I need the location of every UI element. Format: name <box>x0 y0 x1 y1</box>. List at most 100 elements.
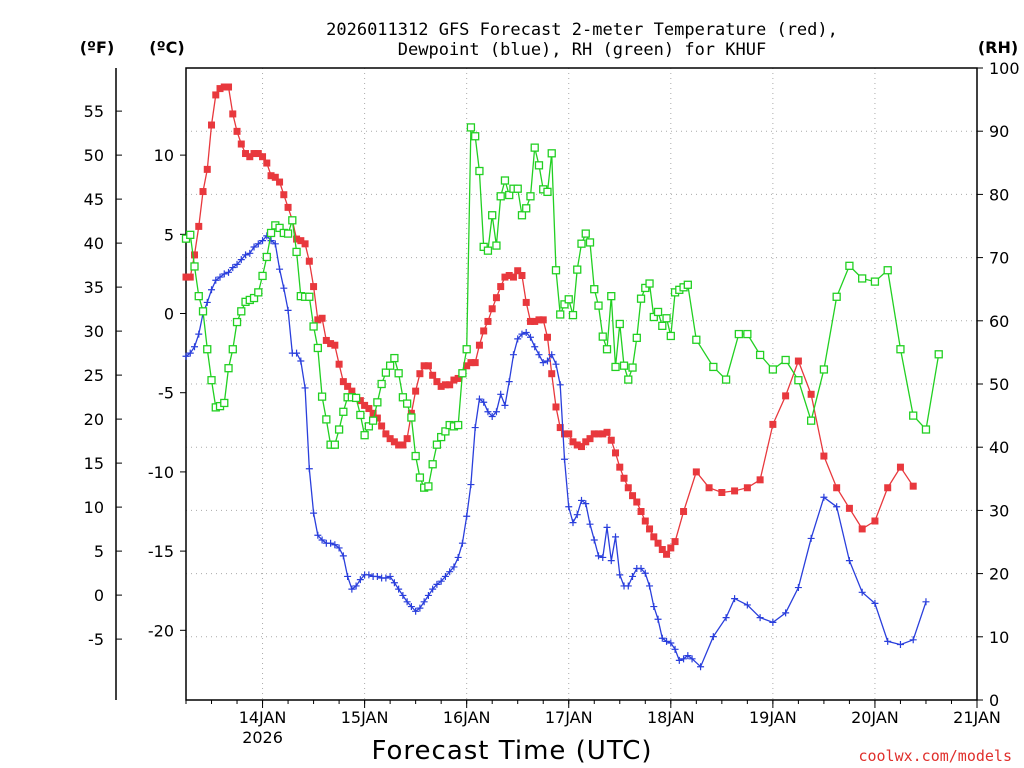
temperature-point <box>463 362 471 370</box>
dewpoint-point <box>250 243 258 251</box>
temperature-point <box>743 484 751 492</box>
temperature-point <box>769 420 777 428</box>
x-tick-label: 15JAN <box>341 708 389 727</box>
rh-point <box>581 229 590 238</box>
site-credit: coolwx.com/models <box>858 747 1012 765</box>
temperature-point <box>242 150 250 158</box>
temperature-point <box>416 370 424 378</box>
dewpoint-point <box>509 351 517 359</box>
temperature-point <box>505 271 513 279</box>
fahrenheit-tick-label: 20 <box>84 410 104 429</box>
dewpoint-point <box>348 585 356 593</box>
celsius-tick-label: -20 <box>148 621 174 640</box>
dewpoint-point <box>229 264 237 272</box>
temperature-point <box>560 430 568 438</box>
temperature-point <box>369 409 377 417</box>
rh-point <box>556 310 565 319</box>
dewpoint-point <box>246 249 254 257</box>
dewpoint-point <box>671 645 679 653</box>
x-tick-label: 16JAN <box>443 708 491 727</box>
temperature-point <box>531 317 539 325</box>
rh-point <box>407 413 416 422</box>
dewpoint-point <box>195 330 203 338</box>
rh-point <box>415 473 425 482</box>
dewpoint-point <box>437 577 445 585</box>
rh-point <box>845 261 854 270</box>
x-axis-title: Forecast Time (UTC) <box>371 736 652 766</box>
dewpoint-point <box>641 569 649 577</box>
dewpoint-point <box>688 655 696 663</box>
dewpoint-point <box>603 523 611 531</box>
rh-point <box>522 204 531 213</box>
dewpoint-point <box>922 598 930 606</box>
x-tick-label: 14JAN <box>239 708 287 727</box>
rh-point <box>530 143 539 152</box>
dewpoint-point <box>395 585 403 593</box>
temperature-point <box>484 317 492 325</box>
temperature-point <box>582 438 590 446</box>
dewpoint-point <box>450 563 458 571</box>
rh-point <box>692 335 701 344</box>
dewpoint-point <box>565 503 573 511</box>
rh-point <box>568 310 578 320</box>
temperature-point <box>578 443 585 451</box>
temperature-point <box>497 283 505 291</box>
dewpoint-point <box>756 614 764 622</box>
dewpoint-point <box>586 520 594 528</box>
temperature-point <box>637 508 645 516</box>
rh-point <box>232 317 242 327</box>
rh-point <box>237 307 246 316</box>
dewpoint-point <box>463 512 471 520</box>
rh-point <box>462 345 471 354</box>
rh-point <box>483 246 493 255</box>
dewpoint-point <box>454 553 462 561</box>
rh-point <box>339 407 348 416</box>
dewpoint-point <box>301 384 309 392</box>
rh-point <box>594 301 603 310</box>
rh-point <box>564 295 573 304</box>
temperature-point <box>871 517 879 525</box>
temperature-point <box>216 85 224 93</box>
temperature-point <box>229 110 237 118</box>
temperature-point <box>646 525 654 533</box>
rh-point <box>496 192 505 201</box>
temperature-point <box>522 298 530 306</box>
temperature-point <box>590 430 598 438</box>
temperature-point <box>603 428 611 436</box>
rh-point <box>607 292 616 301</box>
dewpoint-point <box>225 268 233 276</box>
temperature-point <box>424 362 432 370</box>
celsius-tick-label: -10 <box>148 463 174 482</box>
temperature-point <box>233 127 241 135</box>
rh-point <box>309 322 318 331</box>
celsius-unit-label: (ºC) <box>149 38 184 57</box>
temperature-point <box>518 271 526 279</box>
temperature-point <box>403 435 411 443</box>
rh-point <box>551 266 561 275</box>
x-tick-label: 20JAN <box>851 708 899 727</box>
temperature-point <box>318 314 326 322</box>
rh-point <box>649 312 658 322</box>
rh-point <box>458 369 467 378</box>
temperature-point <box>314 316 322 324</box>
rh-point <box>190 262 199 271</box>
dewpoint-point <box>182 352 190 360</box>
dewpoint-point <box>782 609 790 617</box>
fahrenheit-tick-label: 55 <box>84 102 104 121</box>
fahrenheit-tick-label: -5 <box>88 630 104 649</box>
rh-point <box>768 365 778 374</box>
temperature-point <box>301 240 309 248</box>
rh-tick-label: 10 <box>989 628 1009 647</box>
dewpoint-point <box>646 582 654 590</box>
fahrenheit-tick-label: 10 <box>84 498 104 517</box>
rh-point <box>624 375 633 384</box>
dewpoint-point <box>186 349 194 357</box>
rh-point <box>641 283 650 293</box>
dewpoint-point <box>407 603 415 611</box>
dewpoint-point <box>505 378 513 386</box>
rh-point <box>471 132 480 141</box>
rh-point <box>377 379 386 389</box>
dewpoint-point <box>637 565 645 573</box>
temperature-point <box>556 424 564 432</box>
